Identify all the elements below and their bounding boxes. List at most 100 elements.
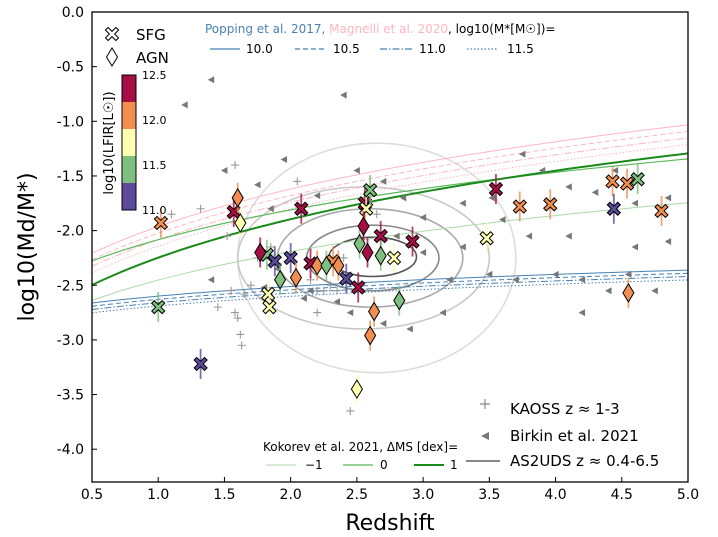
colorbar-tick-11-0: 11.0 — [142, 204, 167, 217]
birkin-point — [488, 194, 495, 202]
agn-point — [361, 242, 374, 263]
kaoss-point — [231, 161, 240, 170]
x-tick-label: 4.5 — [611, 487, 633, 503]
sfg-point — [294, 201, 309, 216]
popping-citation: Popping et al. 2017, — [205, 22, 325, 36]
sfg-point — [386, 250, 402, 266]
sample-markers — [151, 164, 669, 405]
agn-point — [622, 282, 635, 303]
y-tick-label: -0.5 — [57, 60, 84, 76]
agn-point — [234, 212, 247, 233]
popping-curve — [91, 272, 689, 307]
kaoss-point — [227, 286, 236, 295]
birkin-point — [459, 243, 466, 251]
kaoss-point — [326, 281, 335, 290]
agn-point — [231, 187, 244, 208]
sample-legend: KAOSS z ≈ 1-3 Birkin et al. 2021 AS2UDS … — [466, 399, 659, 470]
legend-mass-10-5: 10.5 — [333, 42, 360, 56]
birkin-point — [220, 166, 228, 174]
birkin-point — [605, 287, 612, 295]
agn-point — [320, 255, 333, 276]
kokorev-label-1: 1 — [450, 458, 458, 472]
y-tick-label: -2.0 — [57, 224, 84, 240]
kaoss-point — [233, 314, 242, 323]
birkin-point — [406, 325, 413, 333]
sfg-point — [512, 199, 528, 214]
y-axis-ticks: 0.0 -0.5 -1.0 -1.5 -2.0 -2.5 -3.0 -3.5 -4.0 — [57, 5, 97, 458]
birkin-point — [207, 276, 215, 284]
birkin-point — [518, 150, 526, 158]
agn-point — [357, 216, 370, 237]
x-tick-label: 2.5 — [346, 487, 368, 503]
kokorev-legend: Kokorev et al. 2021, ΔMS [dex]= −1 0 1 — [263, 440, 458, 472]
birkin-point — [624, 270, 632, 278]
birkin-point — [333, 298, 341, 306]
kaoss-point — [196, 204, 205, 213]
birkin-point — [307, 287, 314, 295]
sfg-point — [654, 203, 669, 219]
x-tick-label: 1.5 — [213, 487, 235, 503]
birkin-point — [280, 156, 288, 164]
x-tick-label: 4.0 — [544, 487, 566, 503]
mass-label: , log10(M*[M☉])= — [448, 22, 555, 36]
agn-point — [374, 245, 387, 266]
kokorev-label-0: 0 — [380, 458, 388, 472]
birkin-point — [446, 276, 453, 284]
birkin-point — [664, 238, 672, 246]
x-tick-label: 3.5 — [478, 487, 500, 503]
sfg-point — [262, 299, 277, 315]
y-tick-label: -1.5 — [57, 169, 84, 185]
y-axis-label: log10(Md/M*) — [15, 172, 40, 321]
birkin-point — [254, 181, 261, 189]
kaoss-point — [240, 290, 249, 298]
sfg-legend-label: SFG — [136, 26, 166, 44]
kaoss-point — [213, 303, 222, 312]
birkin-point — [512, 276, 519, 284]
sfg-point — [605, 174, 620, 189]
agn-point — [273, 269, 287, 290]
x-tick-label: 2.0 — [280, 487, 302, 503]
magnelli-curve — [91, 137, 689, 267]
birkin-point — [207, 76, 215, 84]
sfg-point — [405, 234, 420, 249]
birkin-point — [538, 166, 546, 174]
kaoss-point — [167, 210, 176, 219]
birkin-point — [353, 166, 360, 174]
sfg-point — [153, 215, 169, 231]
sfg-point — [630, 172, 645, 187]
birkin-point — [419, 248, 427, 256]
y-tick-label: -3.5 — [57, 388, 84, 404]
sfg-point — [283, 250, 298, 266]
sfg-point — [543, 197, 558, 212]
birkin-point — [664, 194, 672, 202]
birkin-point — [631, 243, 639, 251]
birkin-point — [419, 213, 427, 221]
birkin-point — [379, 320, 387, 328]
x-axis-label: Redshift — [345, 511, 435, 536]
plot-frame — [91, 11, 689, 483]
kaoss-point — [319, 286, 328, 295]
model-curves — [91, 124, 689, 314]
birkin-point — [181, 101, 188, 109]
kokorev-curve-1 — [91, 152, 689, 286]
x-tick-label: 0.5 — [81, 487, 103, 503]
agn-point — [254, 242, 267, 263]
agn-legend-label: AGN — [136, 49, 169, 67]
colorbar-tick-11-5: 11.5 — [142, 159, 167, 172]
colorbar-tick-12-0: 12.0 — [142, 114, 167, 127]
birkin-point — [525, 232, 533, 240]
kaoss-point — [293, 177, 302, 186]
agn-legend-symbol — [105, 47, 119, 67]
sfg-point — [267, 254, 282, 269]
x-tick-label: 1.0 — [147, 487, 169, 503]
sfg-point — [351, 280, 366, 295]
marker-legend: SFG AGN — [104, 26, 169, 67]
kaoss-point — [333, 286, 342, 295]
birkin-legend-triangle-icon — [481, 432, 489, 440]
x-tick-label: 5.0 — [677, 487, 699, 503]
sfg-point — [606, 201, 622, 216]
popping-curve — [91, 269, 689, 304]
agn-legend-diamond-icon — [105, 47, 119, 67]
popping-curve — [91, 279, 689, 314]
kaoss-point — [231, 308, 240, 317]
